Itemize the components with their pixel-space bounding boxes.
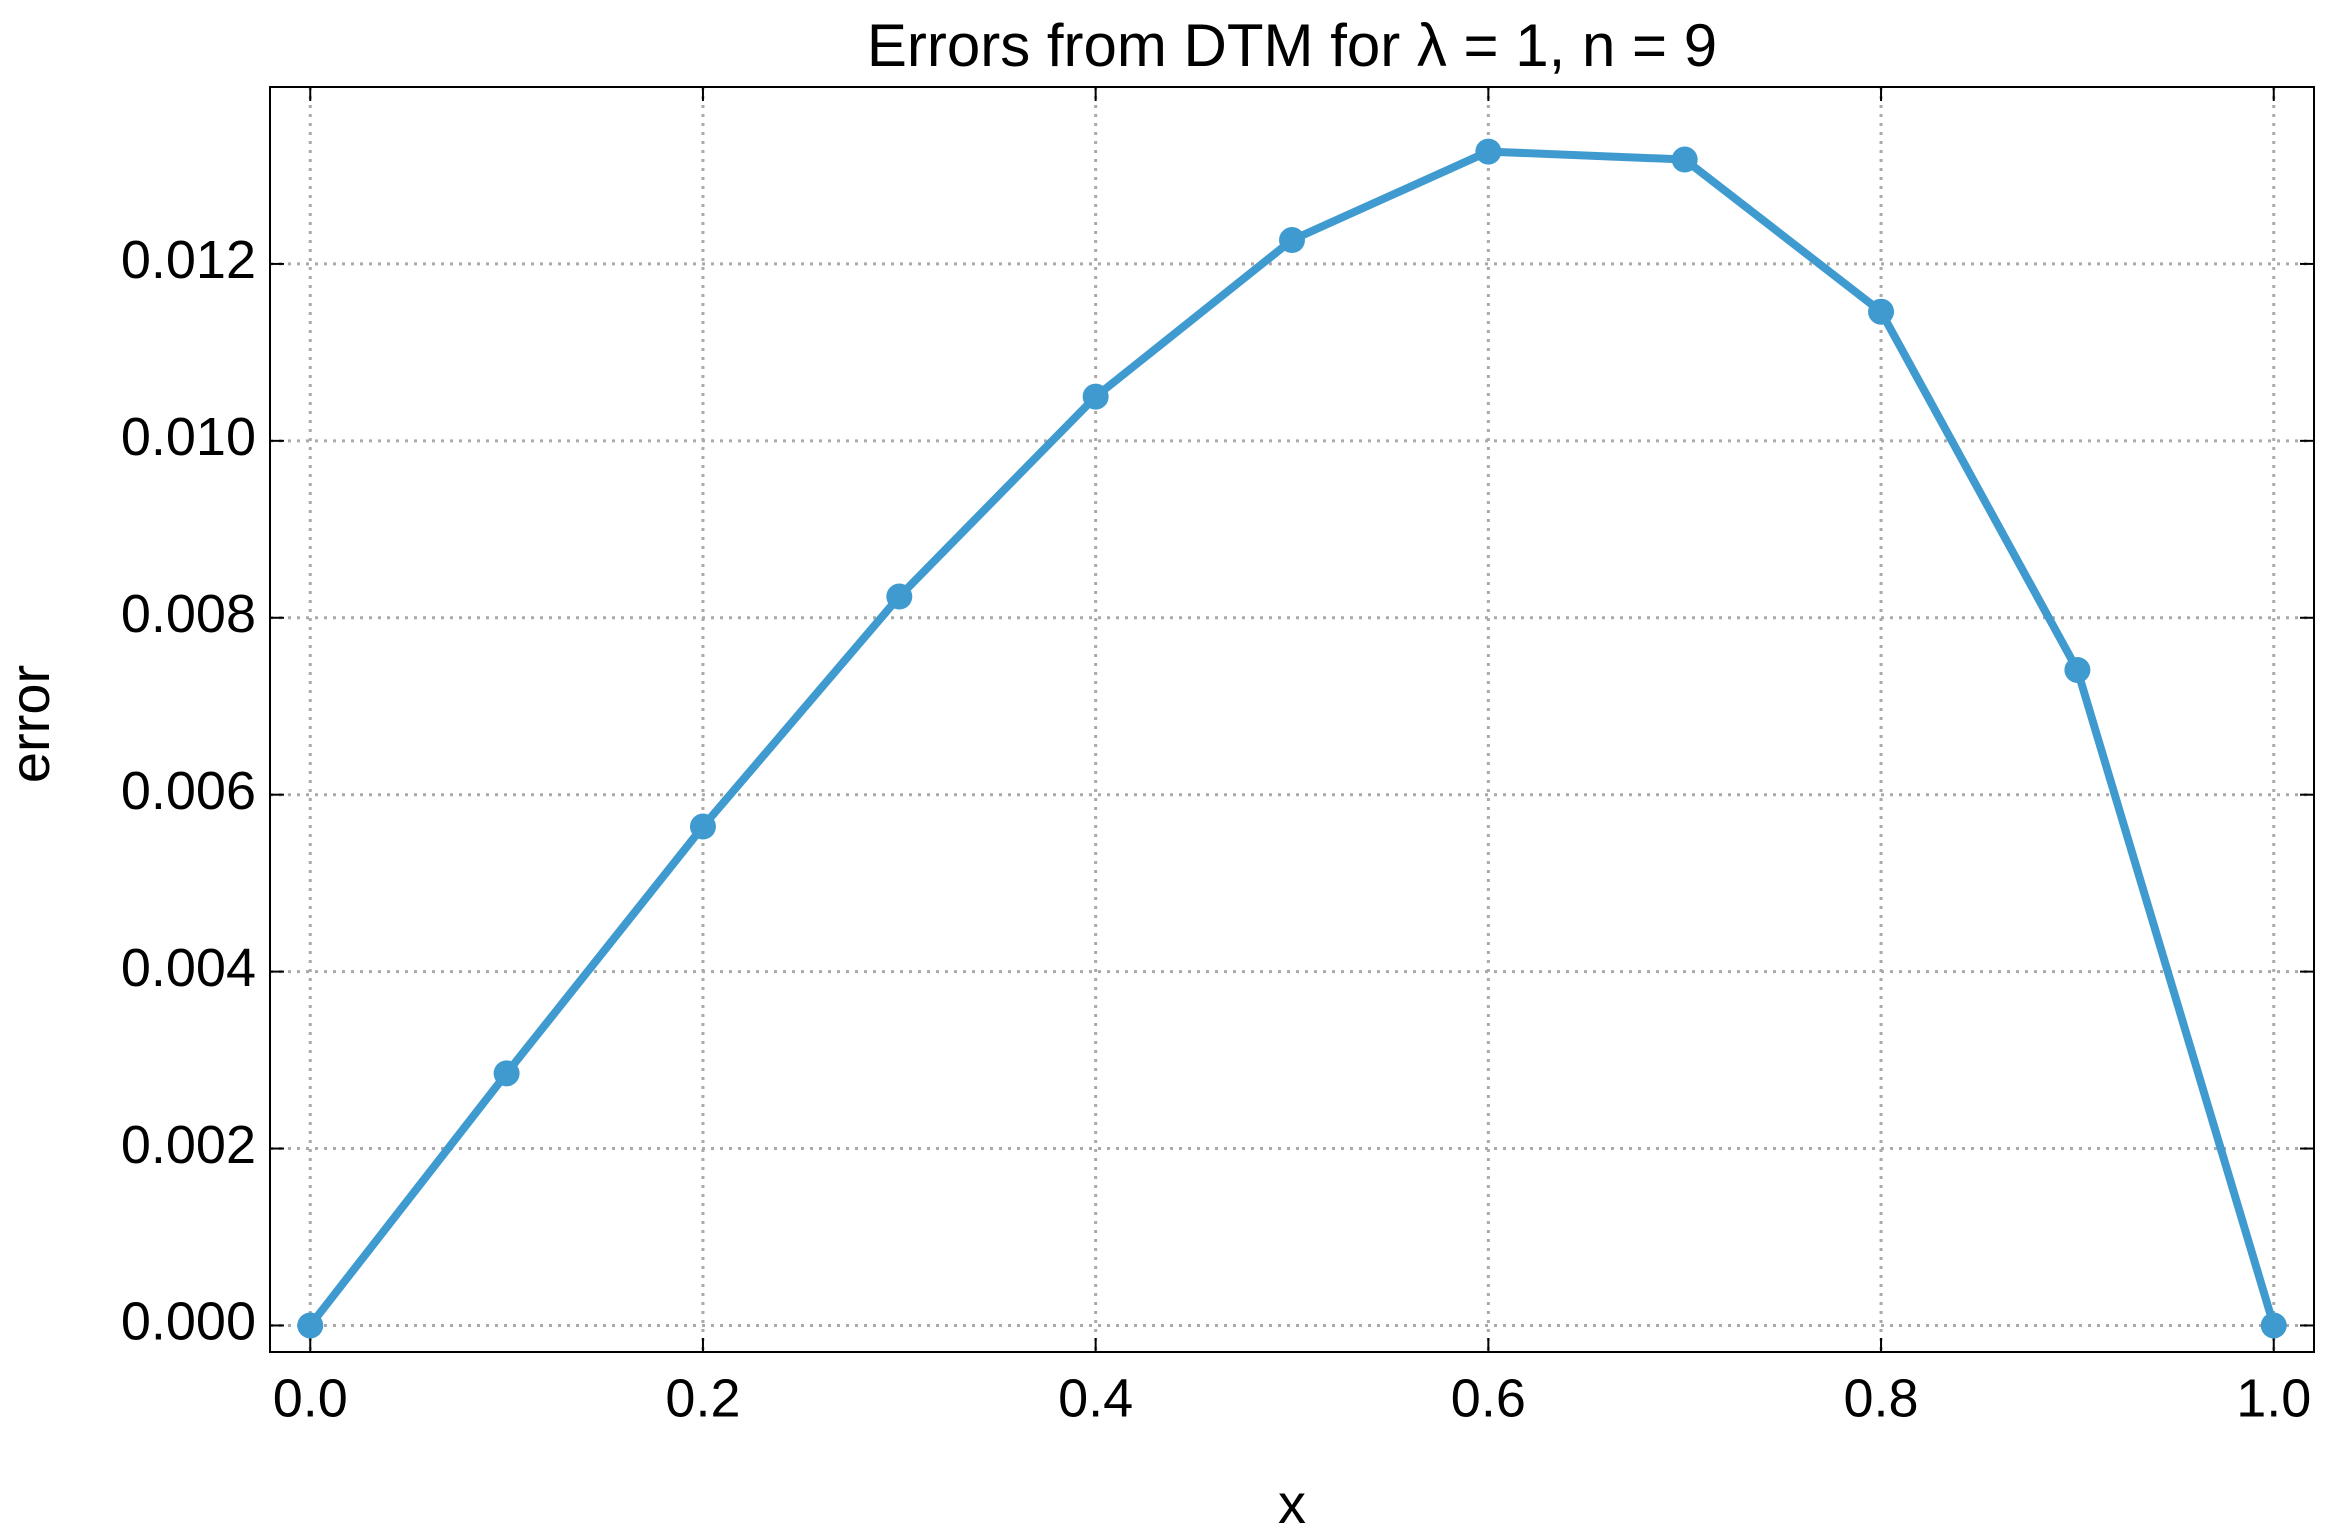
data-point <box>493 1060 520 1087</box>
x-tick-label: 0.2 <box>665 1368 740 1428</box>
y-tick-label: 0.000 <box>121 1292 256 1352</box>
data-point <box>2064 656 2091 683</box>
y-tick-label: 0.008 <box>121 584 256 644</box>
y-tick-label: 0.012 <box>121 230 256 290</box>
x-tick-label: 0.8 <box>1844 1368 1919 1428</box>
x-tick-label: 0.4 <box>1058 1368 1133 1428</box>
data-point <box>886 583 913 610</box>
x-axis-label: x <box>1278 1472 1306 1533</box>
y-tick-label: 0.002 <box>121 1115 256 1175</box>
y-axis-label: error <box>0 665 61 783</box>
x-tick-label: 0.6 <box>1451 1368 1526 1428</box>
data-point <box>1475 138 1502 165</box>
y-tick-label: 0.004 <box>121 938 256 998</box>
x-tick-label: 0.0 <box>273 1368 348 1428</box>
y-tick-label: 0.006 <box>121 761 256 821</box>
data-point <box>1868 298 1895 325</box>
chart-title: Errors from DTM for λ = 1, n = 9 <box>867 12 1717 79</box>
data-point <box>1082 383 1109 410</box>
data-point <box>2260 1312 2287 1339</box>
plot-frame <box>269 86 2315 1353</box>
data-point <box>689 813 716 840</box>
data-point <box>1279 227 1305 254</box>
data-point <box>297 1312 324 1339</box>
y-tick-label: 0.010 <box>121 407 256 467</box>
data-point <box>1671 146 1698 173</box>
x-tick-label: 1.0 <box>2236 1368 2311 1428</box>
